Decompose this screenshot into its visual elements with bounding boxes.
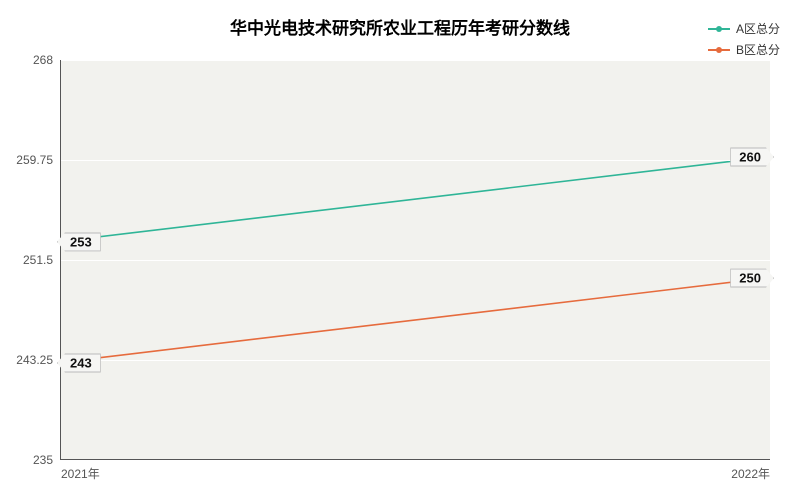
chart-container: 华中光电技术研究所农业工程历年考研分数线 A区总分 B区总分 235243.25…	[0, 0, 800, 500]
series-line	[61, 157, 770, 242]
y-tick-label: 251.5	[23, 253, 61, 267]
legend-swatch-a	[708, 28, 730, 30]
plot-area: 235243.25251.5259.752682021年2022年2532602…	[60, 60, 770, 460]
gridline	[61, 160, 770, 161]
value-label: 250	[730, 269, 774, 288]
value-label: 243	[57, 354, 101, 373]
y-tick-label: 235	[33, 453, 61, 467]
legend-item-a: A区总分	[708, 20, 780, 37]
x-tick-label: 2022年	[731, 459, 770, 482]
legend-label-a: A区总分	[736, 20, 780, 37]
x-tick-label: 2021年	[61, 459, 100, 482]
legend-swatch-b	[708, 49, 730, 51]
value-label: 253	[57, 232, 101, 251]
gridline	[61, 260, 770, 261]
series-line	[61, 278, 770, 363]
legend-item-b: B区总分	[708, 41, 780, 58]
y-tick-label: 243.25	[16, 353, 61, 367]
y-tick-label: 268	[33, 53, 61, 67]
gridline	[61, 60, 770, 61]
gridline	[61, 360, 770, 361]
chart-title: 华中光电技术研究所农业工程历年考研分数线	[230, 14, 570, 39]
legend-label-b: B区总分	[736, 41, 780, 58]
y-tick-label: 259.75	[16, 153, 61, 167]
legend: A区总分 B区总分	[708, 20, 780, 62]
value-label: 260	[730, 147, 774, 166]
